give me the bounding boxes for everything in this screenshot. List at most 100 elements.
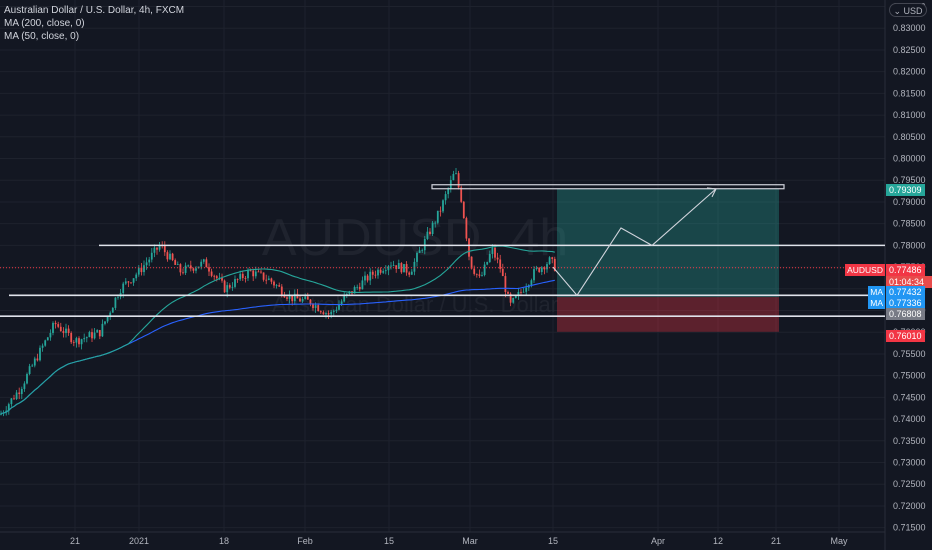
candle-body [418, 250, 421, 253]
candle-body [395, 265, 398, 269]
currency-button[interactable]: ⌄ USD [889, 3, 927, 17]
candle-body [189, 265, 192, 269]
symbol-title[interactable]: Australian Dollar / U.S. Dollar, 4h, FXC… [4, 5, 185, 16]
candle-body [257, 271, 260, 273]
candle-body [132, 278, 135, 283]
candle-body [481, 275, 483, 276]
candle-body [135, 274, 138, 279]
y-tick-label: 0.72500 [893, 479, 926, 489]
candle-body [202, 259, 205, 262]
candle-body [436, 210, 439, 223]
candle-body [72, 342, 75, 343]
candle-body [509, 293, 512, 303]
candle-body [397, 263, 400, 269]
candle-body [288, 295, 291, 299]
candle-body [215, 276, 218, 279]
currency-label: USD [903, 6, 923, 16]
ma-tag: MA [868, 286, 885, 298]
candle-body [442, 200, 444, 212]
candle-body [322, 312, 325, 315]
candle-body [494, 247, 496, 258]
candle-body [174, 260, 177, 265]
candle-body [31, 365, 34, 367]
candle-body [444, 194, 447, 201]
candle-body [267, 278, 270, 280]
candle-body [195, 268, 197, 271]
candle-body [553, 258, 556, 271]
candle-body [525, 287, 528, 292]
candle-body [379, 269, 382, 273]
y-tick-label: 0.78500 [893, 219, 926, 229]
ma50-legend[interactable]: MA (50, close, 0) [4, 31, 80, 42]
candle-body [416, 252, 418, 262]
candle-body [439, 210, 442, 212]
candle-body [249, 270, 252, 272]
chart-legend: Australian Dollar / U.S. Dollar, 4h, FXC… [4, 4, 184, 43]
candle-body [366, 275, 369, 281]
candle-body [390, 265, 392, 267]
candle-body [403, 264, 405, 273]
candle-body [241, 273, 244, 279]
x-tick-label: 15 [384, 536, 394, 546]
candle-body [26, 374, 28, 384]
x-tick-label: 21 [771, 536, 781, 546]
candle-body [546, 264, 548, 270]
candle-body [356, 286, 359, 288]
price-label-ma: 0.77336 [886, 297, 925, 309]
candle-body [538, 267, 541, 272]
y-tick-label: 0.73500 [893, 436, 926, 446]
candle-body [49, 332, 52, 338]
candle-body [384, 270, 387, 272]
ma200-legend[interactable]: MA (200, close, 0) [4, 18, 85, 29]
y-tick-label: 0.75500 [893, 349, 926, 359]
candle-body [166, 252, 169, 260]
candle-body [533, 269, 535, 281]
y-tick-label: 0.79000 [893, 197, 926, 207]
candle-body [18, 392, 21, 395]
candle-body [20, 388, 23, 395]
candle-body [221, 277, 223, 281]
symbol-tag: AUDUSD [845, 264, 885, 276]
candle-body [91, 332, 93, 339]
candle-body [304, 296, 307, 299]
y-tick-label: 0.73000 [893, 458, 926, 468]
candle-body [426, 231, 429, 239]
candle-body [143, 265, 145, 273]
candle-body [59, 326, 62, 332]
candle-body [122, 283, 125, 293]
candle-body [46, 337, 49, 341]
candle-body [429, 231, 431, 234]
candle-body [280, 286, 283, 296]
candle-body [410, 271, 413, 275]
candle-body [10, 398, 13, 405]
y-tick-label: 0.71500 [893, 523, 926, 533]
candle-body [244, 278, 247, 279]
candle-body [392, 265, 395, 267]
candle-body [145, 262, 148, 266]
candle-body [148, 259, 151, 263]
candle-body [117, 296, 119, 298]
candle-body [335, 309, 338, 311]
x-tick-label: 15 [548, 536, 558, 546]
candle-body [431, 222, 434, 234]
candle-body [543, 267, 546, 270]
candle-body [213, 275, 216, 277]
candle-body [111, 307, 114, 313]
candle-body [488, 253, 491, 263]
y-tick-label: 0.72000 [893, 501, 926, 511]
candle-body [455, 173, 457, 174]
candle-body [28, 366, 31, 375]
candle-body [338, 304, 340, 310]
candle-body [462, 201, 465, 219]
candle-body [491, 247, 494, 254]
candle-body [0, 413, 2, 415]
candle-body [260, 271, 262, 273]
ma-tag: MA [868, 297, 885, 309]
candle-body [317, 305, 320, 312]
candle-body [507, 292, 509, 294]
candle-body [98, 330, 101, 337]
candle-body [291, 295, 294, 302]
price-label-last: 0.77486 [886, 264, 925, 276]
